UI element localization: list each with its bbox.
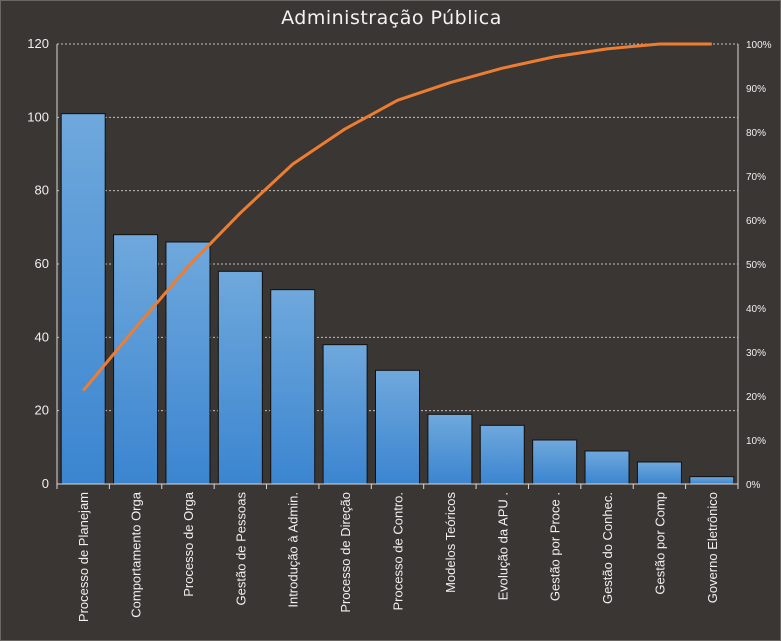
category-label: Gestão por Comp [652, 492, 667, 595]
bar [270, 289, 316, 485]
category-label: Introdução à Admin. [286, 492, 301, 608]
bar [689, 476, 735, 485]
y-tick-label: 20 [35, 403, 49, 418]
category-label: Processo de Orga [181, 491, 196, 597]
y-tick-label: 60 [35, 256, 49, 271]
category-axis-ticks: Processo de Planejam Comportamento Orga Pr… [76, 491, 720, 622]
y-tick-label: 100 [27, 109, 49, 124]
y2-tick-label: 100% [746, 40, 772, 51]
cumulative-line [82, 42, 712, 392]
category-label: Gestão por Proce . [548, 492, 563, 601]
bar [636, 461, 682, 485]
y2-tick-label: 10% [746, 436, 766, 447]
category-label: Processo de Planejam [76, 492, 91, 622]
category-label: Governo Eletrônico [705, 492, 720, 603]
chart-title: Administração Pública [281, 7, 502, 29]
bar [60, 113, 106, 485]
y2-tick-label: 70% [746, 172, 766, 183]
bar [113, 234, 159, 485]
bar [427, 413, 473, 485]
bar [374, 369, 421, 485]
y-tick-label: 120 [27, 36, 49, 51]
y-tick-label: 80 [35, 183, 49, 198]
category-label: Modelos Teóricos [443, 492, 458, 593]
category-label: Gestão do Conhec. [600, 492, 615, 604]
right-axis-ticks: 0% 10% 20% 30% 40% 50% 60% 70% 80% 90% 100% [746, 40, 772, 491]
category-label: Processo de Contro. [391, 492, 406, 611]
bar [165, 241, 211, 485]
y2-tick-label: 30% [746, 348, 766, 359]
y2-tick-label: 60% [746, 216, 766, 227]
y2-tick-label: 0% [746, 480, 761, 491]
bar [479, 424, 525, 485]
y2-tick-label: 40% [746, 304, 766, 315]
category-label: Gestão de Pessoas [233, 492, 248, 606]
cumulative-line-series [82, 42, 712, 392]
bar [584, 450, 630, 485]
y-tick-label: 40 [35, 329, 49, 344]
axes [56, 44, 739, 489]
y2-tick-label: 80% [746, 128, 766, 139]
category-label: Evolução da APU . [495, 492, 510, 600]
left-axis-ticks: 0 20 40 60 80 100 120 [27, 36, 49, 491]
bar [322, 344, 368, 485]
y2-tick-label: 90% [746, 84, 766, 95]
y-tick-label: 0 [42, 476, 49, 491]
y2-tick-label: 50% [746, 260, 766, 271]
bar [217, 270, 263, 485]
category-label: Processo de Direção [338, 492, 353, 613]
category-label: Comportamento Orga [129, 491, 144, 617]
bar [532, 439, 578, 485]
y2-tick-label: 20% [746, 392, 766, 403]
